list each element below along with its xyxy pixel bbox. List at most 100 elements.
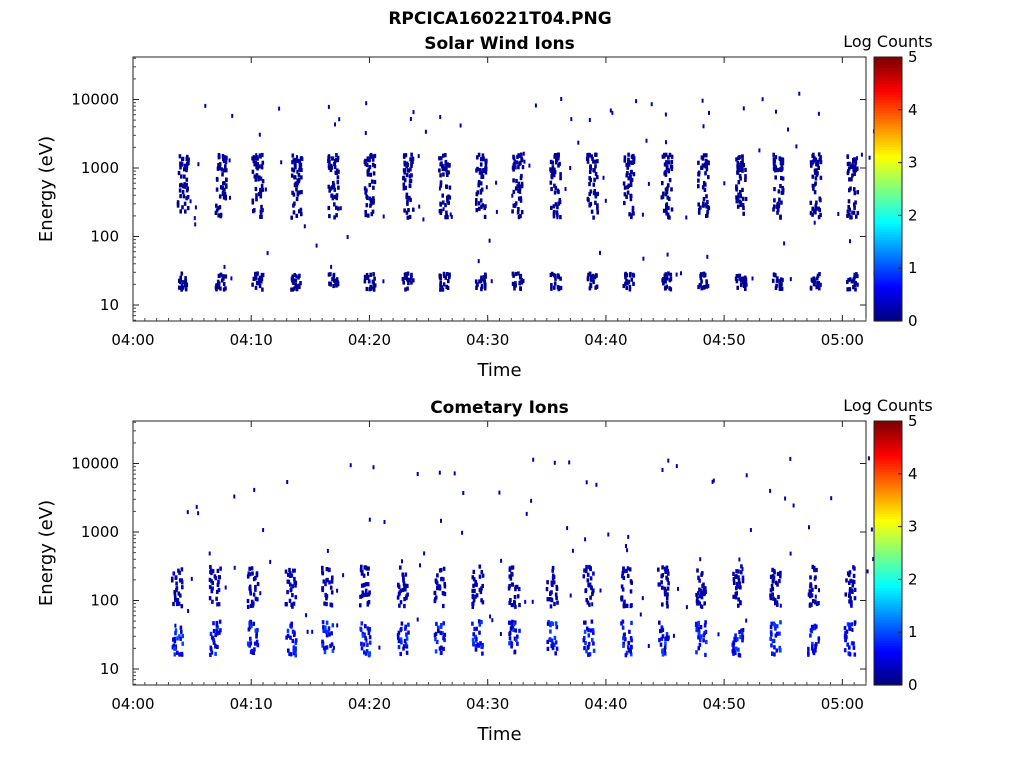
data-cell	[481, 643, 484, 648]
data-cell	[251, 156, 254, 161]
data-cell	[286, 628, 290, 633]
data-cell	[368, 652, 371, 657]
data-cell	[329, 602, 333, 607]
data-cell	[416, 617, 419, 622]
data-cell	[741, 196, 745, 201]
data-cell	[552, 204, 556, 209]
data-cell	[845, 635, 848, 640]
data-cell	[584, 641, 587, 646]
data-cell	[447, 170, 450, 175]
data-cell	[737, 647, 740, 652]
data-cell	[739, 176, 742, 181]
data-cell	[585, 568, 588, 574]
data-cell	[293, 580, 296, 585]
data-cell	[856, 282, 859, 287]
data-cell	[550, 597, 553, 602]
data-cell	[546, 621, 550, 626]
data-cell	[507, 586, 511, 591]
data-cell	[475, 208, 479, 213]
data-cell	[479, 162, 483, 167]
colorbar-segment	[874, 521, 902, 525]
colorbar-segment	[874, 650, 902, 654]
data-cell	[584, 537, 587, 542]
data-cell	[177, 568, 180, 573]
data-cell	[741, 168, 744, 173]
data-cell	[779, 277, 783, 282]
data-cell	[181, 634, 184, 639]
data-cell	[294, 157, 297, 162]
data-cell	[293, 273, 296, 278]
data-cell	[778, 279, 782, 284]
data-cell	[627, 640, 630, 646]
data-cell	[221, 185, 224, 190]
colorbar-label: Log Counts	[843, 32, 933, 51]
data-cell	[508, 574, 512, 579]
data-cell	[772, 157, 776, 162]
data-cell	[811, 183, 815, 188]
data-cell	[519, 198, 523, 203]
data-cell	[701, 584, 704, 589]
data-cell	[511, 565, 515, 570]
data-cell	[219, 566, 222, 571]
colorbar-segment	[874, 165, 902, 169]
data-cell	[443, 632, 447, 637]
panel-title: Solar Wind Ions	[424, 34, 575, 54]
data-cell	[702, 638, 705, 643]
data-cell	[513, 603, 516, 608]
data-cell	[814, 182, 816, 187]
data-cell	[663, 647, 666, 652]
data-cell	[296, 158, 299, 163]
colorbar-segment	[874, 629, 902, 633]
data-cell	[723, 181, 726, 186]
data-cell	[657, 567, 660, 572]
data-cell	[779, 160, 783, 166]
data-cell	[550, 174, 553, 179]
data-cell	[183, 163, 187, 168]
data-cell	[658, 620, 661, 625]
data-cell	[366, 156, 370, 161]
data-cell	[253, 174, 257, 179]
data-cell	[448, 274, 451, 279]
colorbar-tick-label: 4	[908, 101, 918, 119]
data-cell	[699, 592, 703, 597]
data-cell	[611, 110, 614, 115]
colorbar-segment	[874, 529, 902, 533]
data-cell	[732, 640, 736, 645]
colorbar-segment	[874, 677, 902, 681]
colorbar-segment	[874, 278, 902, 282]
data-cell	[514, 281, 517, 286]
data-cell	[364, 651, 368, 656]
data-cell	[517, 181, 521, 186]
data-cell	[631, 208, 635, 214]
data-cell	[321, 643, 324, 648]
data-cell	[179, 593, 182, 598]
data-cell	[366, 582, 370, 587]
colorbar-segment	[874, 233, 902, 238]
data-cell	[853, 587, 857, 592]
data-cell	[630, 620, 633, 625]
data-cell	[809, 160, 813, 165]
data-cell	[697, 631, 701, 636]
colorbar-segment	[874, 294, 902, 298]
data-cell	[518, 153, 521, 158]
data-cell	[669, 272, 673, 277]
data-cell	[330, 579, 334, 584]
data-cell	[336, 280, 339, 285]
plot-frame	[132, 420, 867, 686]
data-cell	[792, 503, 795, 508]
data-cell	[777, 189, 781, 194]
data-cell	[534, 103, 537, 108]
data-cell	[811, 206, 814, 212]
data-cell	[422, 217, 425, 222]
data-cell	[223, 181, 226, 186]
colorbar-segment	[874, 442, 902, 446]
colorbar-segment	[874, 273, 902, 277]
data-cell	[773, 645, 776, 650]
data-cell	[594, 164, 597, 169]
data-cell	[439, 287, 442, 292]
data-cell	[404, 642, 408, 647]
colorbar-segment	[874, 286, 902, 290]
data-cell	[819, 282, 822, 287]
data-cell	[401, 559, 403, 564]
data-cell	[661, 565, 664, 570]
